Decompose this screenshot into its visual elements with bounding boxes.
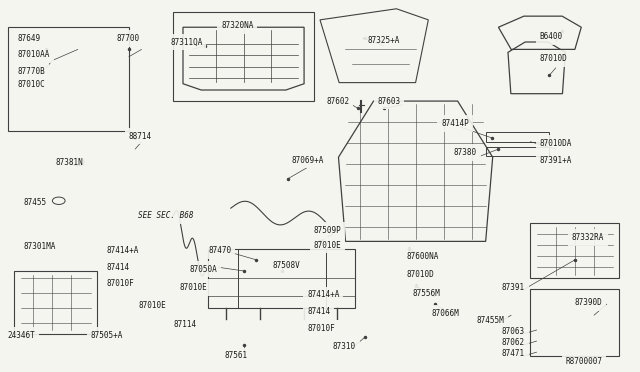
- Text: 87301MA: 87301MA: [24, 243, 56, 251]
- Text: 87391: 87391: [502, 283, 525, 292]
- Text: 87010DA: 87010DA: [540, 139, 572, 148]
- Text: B6400: B6400: [540, 32, 563, 41]
- Bar: [8, 27, 129, 131]
- Text: 87063: 87063: [502, 327, 525, 336]
- Text: 87010D: 87010D: [540, 54, 568, 63]
- Text: 87325+A: 87325+A: [368, 36, 400, 45]
- Text: 87414: 87414: [106, 263, 130, 272]
- Text: 87066M: 87066M: [431, 309, 460, 318]
- Text: 87311QA: 87311QA: [170, 38, 203, 46]
- Text: 87062: 87062: [502, 339, 525, 347]
- Text: 87010E: 87010E: [180, 283, 207, 292]
- Text: 87310: 87310: [333, 342, 356, 351]
- Text: 87010E: 87010E: [314, 241, 341, 250]
- Text: SEE SEC. B68: SEE SEC. B68: [138, 211, 194, 220]
- Text: 87069+A: 87069+A: [291, 155, 324, 165]
- Text: R8700007: R8700007: [565, 357, 602, 366]
- Text: 87391+A: 87391+A: [540, 155, 572, 165]
- Text: 87455: 87455: [24, 198, 47, 207]
- Text: 87320NA: 87320NA: [221, 21, 253, 30]
- Bar: [173, 13, 314, 101]
- Text: 87414P: 87414P: [441, 119, 469, 128]
- Text: 87470: 87470: [209, 246, 232, 255]
- Text: 87050A: 87050A: [189, 264, 217, 273]
- Text: 87010AA: 87010AA: [17, 51, 50, 60]
- Text: 87381N: 87381N: [56, 157, 83, 167]
- Text: 87414+A: 87414+A: [106, 246, 139, 255]
- Text: 87556M: 87556M: [412, 289, 440, 298]
- Text: 87414+A: 87414+A: [307, 291, 340, 299]
- Text: 87602: 87602: [326, 97, 349, 106]
- Text: 87010F: 87010F: [106, 279, 134, 288]
- Text: 87700: 87700: [116, 34, 140, 43]
- Text: 87010E: 87010E: [138, 301, 166, 311]
- Text: 87505+A: 87505+A: [91, 331, 123, 340]
- Bar: [486, 147, 549, 157]
- Text: 87471: 87471: [502, 350, 525, 359]
- Text: 87010D: 87010D: [406, 270, 434, 279]
- Text: 87509P: 87509P: [314, 226, 341, 235]
- Text: 87414: 87414: [307, 307, 330, 316]
- Text: 87332RA: 87332RA: [572, 233, 604, 242]
- Text: 87561: 87561: [225, 351, 248, 360]
- Text: 88714: 88714: [129, 132, 152, 141]
- Text: 87390D: 87390D: [575, 298, 603, 307]
- Text: 87380: 87380: [454, 148, 477, 157]
- Text: 87010F: 87010F: [307, 324, 335, 333]
- Text: 87603: 87603: [378, 97, 401, 106]
- Text: 87508V: 87508V: [272, 261, 300, 270]
- Text: 87455M: 87455M: [476, 316, 504, 325]
- Text: 87114: 87114: [173, 320, 196, 329]
- Bar: [209, 249, 355, 308]
- Text: 87600NA: 87600NA: [406, 251, 438, 261]
- Text: 87010C: 87010C: [17, 80, 45, 89]
- Text: 87649: 87649: [17, 34, 40, 43]
- Text: 87770B: 87770B: [17, 67, 45, 76]
- Text: 24346T: 24346T: [8, 331, 35, 340]
- Bar: [486, 132, 549, 142]
